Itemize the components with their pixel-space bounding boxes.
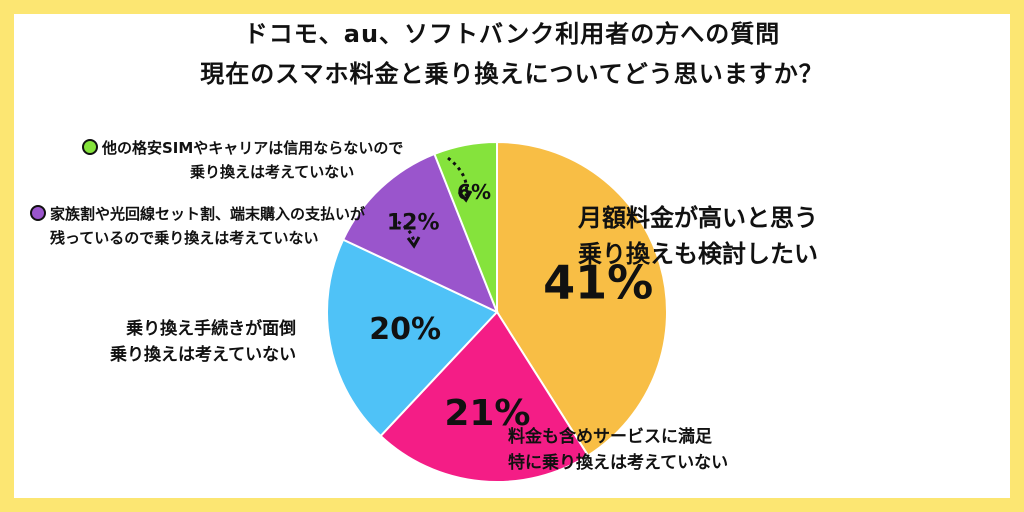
- label-distrust-line1: 他の格安SIMやキャリアは信用ならないので: [102, 139, 404, 157]
- pie-slices: [326, 140, 669, 483]
- pie-percent-high-cost: 41%: [543, 256, 653, 310]
- label-distrust: 他の格安SIMやキャリアは信用ならないので 乗り換えは考えていない: [82, 136, 403, 184]
- chart-title-line2: 現在のスマホ料金と乗り換えについてどう思いますか？: [200, 60, 824, 88]
- callout-arrow-12pct: [397, 220, 416, 243]
- label-tedious: 乗り換え手続きが面倒 乗り換えは考えていない: [110, 316, 296, 368]
- callout-arrows: [397, 156, 473, 249]
- label-discount: 家族割や光回線セット割、端末購入の支払いが 残っているので乗り換えは考えていない: [30, 202, 365, 250]
- label-satisfied-line1: 料金も含めサービスに満足: [508, 427, 712, 447]
- pie-slice-satisfied: [379, 310, 590, 483]
- label-high-cost-line1: 月額料金が高いと思う: [578, 204, 818, 232]
- pie-percent-tedious: 20%: [369, 312, 441, 347]
- legend-dot-green-icon: [82, 139, 98, 155]
- label-discount-line1: 家族割や光回線セット割、端末購入の支払いが: [50, 205, 366, 223]
- pie-percent-distrust: 6%: [457, 180, 491, 204]
- chart-title-line1: ドコモ、au、ソフトバンク利用者の方への質問: [243, 20, 781, 48]
- pie-slice-tedious: [326, 238, 499, 438]
- pie-percent-labels: 41% 21% 20% 12% 6%: [369, 180, 653, 434]
- label-high-cost: 月額料金が高いと思う 乗り換えも検討したい: [578, 200, 818, 272]
- callout-arrow-head-6pct: [457, 190, 473, 203]
- callout-arrow-head-12pct: [406, 236, 421, 249]
- label-tedious-line1: 乗り換え手続きが面倒: [126, 319, 297, 339]
- legend-dot-purple-icon: [30, 205, 46, 221]
- pie-slice-discount: [341, 152, 499, 314]
- pie-percent-discount: 12%: [387, 210, 440, 235]
- label-distrust-line2: 乗り換えは考えていない: [190, 163, 355, 181]
- label-satisfied-line2: 特に乗り換えは考えていない: [508, 453, 729, 473]
- label-discount-line2: 残っているので乗り換えは考えていない: [50, 229, 319, 247]
- label-tedious-line2: 乗り換えは考えていない: [110, 345, 297, 365]
- label-high-cost-line2: 乗り換えも検討したい: [578, 240, 818, 268]
- callout-arrow-6pct: [447, 156, 469, 197]
- pie-slice-distrust: [433, 140, 498, 313]
- pie-percent-satisfied: 21%: [444, 393, 530, 434]
- label-satisfied: 料金も含めサービスに満足 特に乗り換えは考えていない: [508, 424, 728, 476]
